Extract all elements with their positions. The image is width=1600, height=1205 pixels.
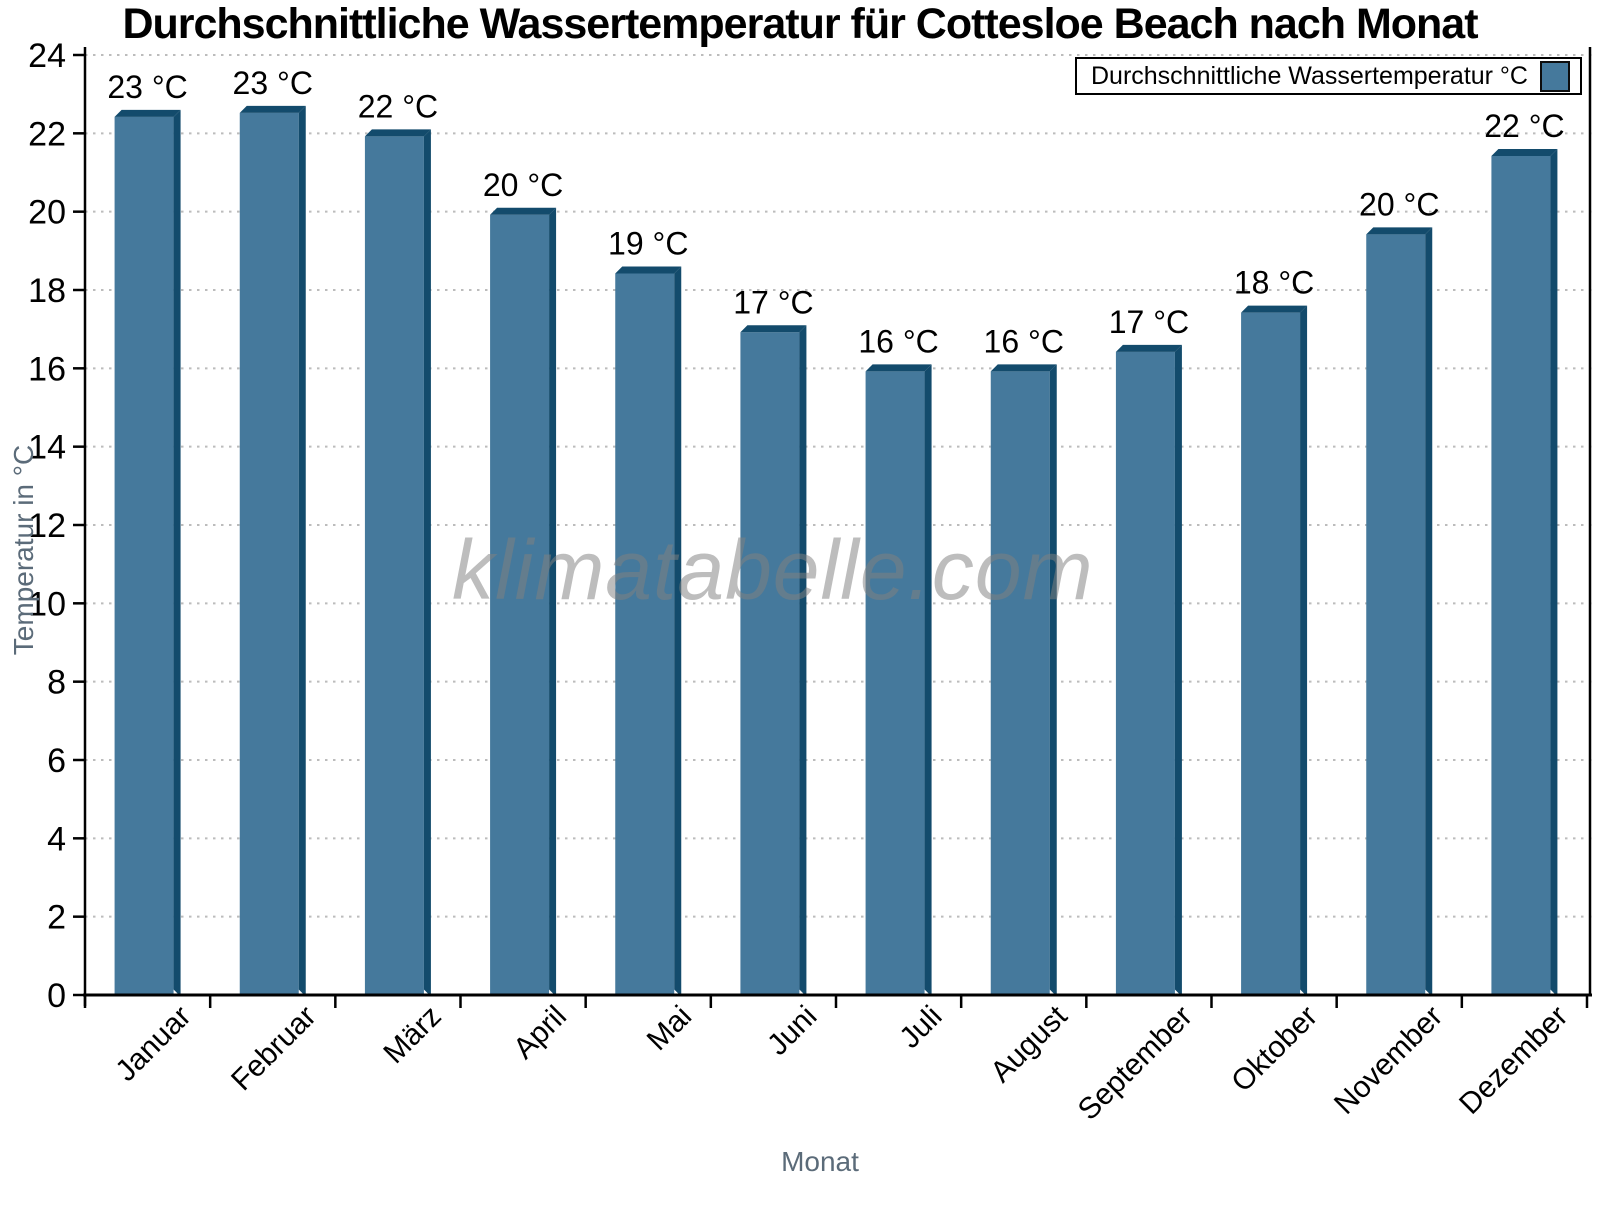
x-tick-label-september: September [1072,1000,1199,1127]
bar-right-edge [423,129,431,995]
bar-value-label-oktober: 18 °C [1234,265,1314,301]
bar-mai [615,266,682,995]
bar-value-label-februar: 23 °C [233,65,313,101]
x-tick-label-märz: März [377,1000,447,1070]
bar-face [1491,156,1551,995]
x-tick-label-januar: Januar [109,1000,197,1088]
legend-label: Durchschnittliche Wassertemperatur °C [1091,61,1528,90]
legend: Durchschnittliche Wassertemperatur °C [1075,57,1582,95]
bar-top-edge [364,129,431,137]
x-tick-label-dezember: Dezember [1453,1000,1574,1121]
y-tick-label-20: 20 [28,194,66,232]
bar-face [1241,312,1301,996]
bar-top-edge [239,105,306,113]
y-axis-title: Temperatur in °C [8,444,39,656]
bar-november [1366,227,1433,996]
x-tick-label-november: November [1328,1000,1449,1121]
x-tick-label-oktober: Oktober [1225,1000,1324,1099]
bar-september [1115,344,1182,995]
bar-value-label-juli: 16 °C [858,323,938,359]
bar-value-label-april: 20 °C [483,167,563,203]
y-tick-label-6: 6 [47,742,66,780]
x-tick-label-april: April [507,1000,573,1066]
bar-right-edge [1174,344,1182,995]
bar-value-label-dezember: 22 °C [1484,108,1564,144]
bar-value-label-mai: 19 °C [608,226,688,262]
bar-juli [865,364,932,996]
bar-value-label-august: 16 °C [984,323,1064,359]
bar-right-edge [674,266,682,995]
y-tick-label-14: 14 [28,429,66,467]
bar-face [615,273,675,995]
bar-right-edge [298,105,306,995]
bar-right-edge [1049,364,1057,996]
y-tick-label-24: 24 [28,37,66,75]
y-tick-label-16: 16 [28,350,66,388]
bar-juni [740,325,807,995]
bar-right-edge [924,364,932,996]
bar-top-edge [990,364,1057,372]
bar-top-edge [1366,227,1433,235]
bar-märz [364,129,431,995]
bar-dezember [1491,149,1558,995]
y-tick-label-4: 4 [47,820,66,858]
bar-top-edge [1115,344,1182,352]
bar-top-edge [615,266,682,274]
bar-right-edge [173,109,181,996]
bar-right-edge [549,207,557,995]
chart-title: Durchschnittliche Wassertemperatur für C… [122,0,1478,48]
bar-januar [114,109,181,996]
x-tick-label-juli: Juli [893,1000,948,1055]
bar-face [364,136,424,995]
y-tick-label-10: 10 [28,585,66,623]
x-tick-label-februar: Februar [225,1000,323,1098]
x-tick-label-august: August [984,999,1074,1089]
bar-top-edge [1491,149,1558,156]
bar-april [490,207,557,995]
bar-face [990,371,1050,996]
legend-swatch [1540,60,1570,92]
bar-face [740,332,800,995]
bar-face [490,214,550,995]
watermark: klimatabelle.com [452,523,1094,617]
bar-face [114,116,174,996]
bar-top-edge [114,109,181,117]
y-tick-label-18: 18 [28,272,66,310]
bar-oktober [1241,305,1308,996]
x-axis-title: Monat [781,1146,859,1177]
bar-right-edge [1425,227,1433,996]
y-tick-label-8: 8 [47,664,66,702]
bar-value-label-september: 17 °C [1109,304,1189,340]
bar-right-edge [799,325,807,995]
bar-august [990,364,1057,996]
bar-value-label-januar: 23 °C [107,69,187,105]
y-tick-label-12: 12 [28,507,66,545]
bar-value-label-juni: 17 °C [733,284,813,320]
bar-februar [239,105,306,995]
bar-value-label-november: 20 °C [1359,186,1439,222]
bar-value-label-märz: 22 °C [358,88,438,124]
y-tick-label-2: 2 [47,899,66,937]
bar-face [1115,351,1175,995]
x-tick-label-juni: Juni [761,1000,823,1062]
bar-face [865,371,925,996]
bar-face [1366,234,1426,996]
bar-right-edge [1550,149,1558,995]
bar-top-edge [1241,305,1308,313]
y-tick-label-0: 0 [47,977,66,1015]
bar-right-edge [1300,305,1308,996]
bar-top-edge [865,364,932,372]
bar-top-edge [740,325,807,333]
x-tick-label-mai: Mai [641,1000,699,1058]
bar-top-edge [490,207,557,215]
y-tick-label-22: 22 [28,115,66,153]
bar-face [239,112,299,995]
